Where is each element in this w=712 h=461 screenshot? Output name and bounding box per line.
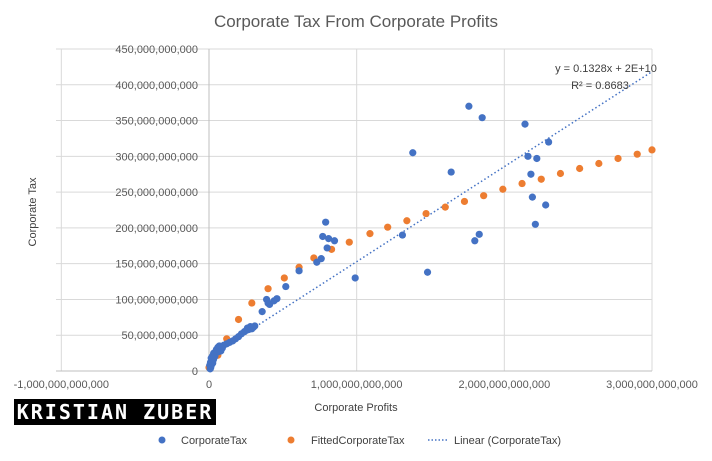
x-tick-label: 2,000,000,000,000: [458, 379, 550, 391]
fitted-point: [422, 209, 430, 218]
fitted-point: [480, 192, 488, 200]
y-tick-label: 100,000,000,000: [115, 294, 198, 306]
corporate-tax-point: [524, 152, 532, 160]
kristian-zuber-logo: KRISTIAN ZUBER: [14, 399, 216, 425]
x-axis-tick-labels: -1,000,000,000,000 0 1,000,000,000,000 2,00…: [14, 379, 698, 391]
corporate-tax-point: [295, 267, 303, 275]
fitted-point: [248, 299, 256, 307]
fitted-point: [595, 159, 603, 168]
legend-marker-corporate-tax: [158, 436, 166, 444]
fitted-point: [441, 203, 449, 211]
y-tick-label: 0: [192, 366, 198, 378]
fitted-point: [499, 185, 507, 193]
fitted-point: [556, 169, 565, 178]
fitted-point: [633, 150, 641, 158]
x-tick-label: 3,000,000,000,000: [606, 379, 698, 391]
fitted-point: [576, 164, 584, 173]
fitted-point: [537, 175, 545, 183]
corporate-tax-point: [471, 237, 479, 245]
y-tick-label: 400,000,000,000: [115, 80, 198, 92]
y-tick-label: 300,000,000,000: [115, 151, 198, 163]
corporate-tax-point: [323, 244, 331, 252]
corporate-tax-point: [330, 237, 339, 245]
corporate-tax-point: [533, 154, 541, 163]
corporate-tax-point: [319, 232, 327, 241]
corporate-tax-point: [251, 322, 259, 330]
y-tick-label: 350,000,000,000: [115, 116, 198, 128]
logo-text: KRISTIAN ZUBER: [17, 400, 214, 424]
corporate-tax-point: [521, 120, 529, 128]
corporate-tax-point: [465, 102, 473, 110]
legend: CorporateTax FittedCorporateTax Linear (…: [158, 435, 561, 447]
x-tick-label: 0: [206, 379, 212, 391]
corporate-tax-point: [273, 295, 281, 303]
corporate-tax-point: [325, 235, 333, 243]
legend-label-fitted: FittedCorporateTax: [311, 435, 405, 447]
logo-background: [14, 399, 216, 425]
corporate-tax-point: [447, 168, 455, 176]
corporate-tax-point: [527, 170, 535, 178]
y-axis-tick-labels: 0 50,000,000,000 100,000,000,000 150,000,00…: [115, 44, 198, 378]
corporate-tax-point: [545, 138, 553, 146]
y-tick-label: 450,000,000,000: [115, 44, 198, 56]
corporate-tax-point: [398, 231, 407, 239]
corporate-tax-point: [423, 268, 432, 276]
y-tick-label: 200,000,000,000: [115, 223, 198, 235]
axes: [56, 49, 652, 372]
chart-title: Corporate Tax From Corporate Profits: [214, 12, 498, 31]
corporate-tax-point: [531, 220, 539, 228]
corporate-tax-point: [322, 218, 330, 226]
fitted-point: [345, 238, 353, 246]
legend-label-linear: Linear (CorporateTax): [454, 435, 561, 447]
corporate-tax-point: [475, 230, 483, 238]
corporate-tax-point: [258, 308, 266, 316]
fitted-point: [614, 154, 622, 163]
y-tick-label: 150,000,000,000: [115, 259, 198, 271]
y-axis-label: Corporate Tax: [27, 177, 39, 246]
x-tick-label: 1,000,000,000,000: [311, 379, 403, 391]
fitted-point: [280, 274, 288, 282]
fitted-point: [264, 285, 272, 293]
corporate-tax-point: [478, 114, 486, 122]
r-squared-label: R² = 0.8683: [571, 80, 629, 92]
legend-marker-fitted: [287, 436, 295, 444]
corporate-tax-point: [317, 255, 325, 263]
fitted-point: [403, 217, 411, 225]
fitted-point: [518, 179, 526, 188]
corporate-tax-point: [528, 193, 536, 201]
legend-label-corporate-tax: CorporateTax: [181, 435, 248, 447]
y-tick-label: 50,000,000,000: [122, 330, 198, 342]
corporate-tax-series: [206, 102, 553, 373]
fitted-point: [460, 197, 469, 206]
gridlines: [56, 48, 653, 372]
trendline-equation: y = 0.1328x + 2E+10: [555, 63, 657, 75]
corporate-tax-point: [282, 282, 290, 291]
x-axis-label: Corporate Profits: [314, 402, 398, 414]
x-tick-label: -1,000,000,000,000: [14, 379, 109, 391]
fitted-point: [648, 146, 656, 154]
y-tick-label: 250,000,000,000: [115, 187, 198, 199]
corporate-tax-point: [351, 274, 359, 282]
corporate-tax-point: [542, 201, 550, 209]
fitted-point: [234, 315, 243, 324]
corporate-tax-point: [409, 149, 417, 157]
fitted-point: [384, 223, 392, 231]
fitted-point: [366, 230, 374, 238]
